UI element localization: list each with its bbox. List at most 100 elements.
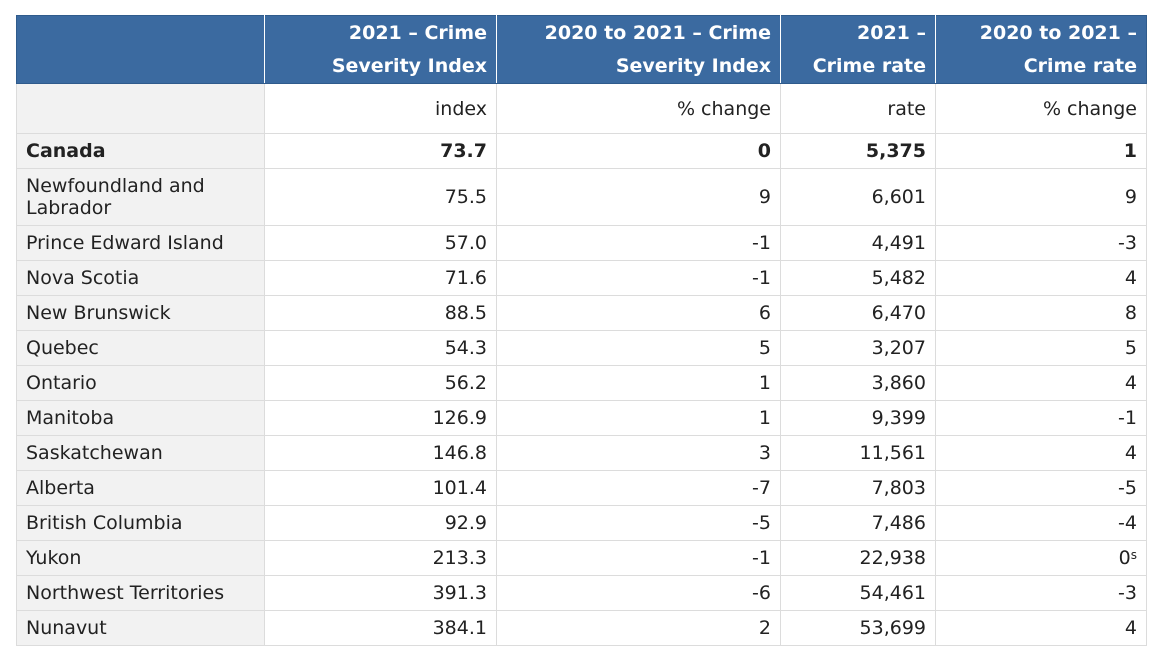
table-cell: 11,561 <box>780 435 936 471</box>
table-cell: -3 <box>935 575 1147 611</box>
table-cell: 7,486 <box>780 505 936 541</box>
table-cell: 213.3 <box>264 540 497 576</box>
table-row: New Brunswick 88.5 6 6,470 8 <box>16 295 1147 331</box>
table-cell: 75.5 <box>264 168 497 226</box>
unit-label: rate <box>780 83 936 134</box>
table-cell: 54.3 <box>264 330 497 366</box>
table-cell: 3,860 <box>780 365 936 401</box>
table-cell: 4,491 <box>780 225 936 261</box>
row-header: Yukon <box>16 540 265 576</box>
row-header: Canada <box>16 133 265 169</box>
row-header: New Brunswick <box>16 295 265 331</box>
table-cell: 1 <box>496 400 781 436</box>
table-cell-with-note: 0s <box>935 540 1147 576</box>
units-corner-cell <box>16 83 265 134</box>
table-cell: 53,699 <box>780 610 936 646</box>
table-row: Alberta 101.4 -7 7,803 -5 <box>16 470 1147 506</box>
table-cell: 5 <box>935 330 1147 366</box>
row-header: Nunavut <box>16 610 265 646</box>
table-cell: 9 <box>496 168 781 226</box>
table-cell: 8 <box>935 295 1147 331</box>
table-cell: -7 <box>496 470 781 506</box>
table-cell: 92.9 <box>264 505 497 541</box>
table-cell: 57.0 <box>264 225 497 261</box>
table-cell: 3 <box>496 435 781 471</box>
table-row: Newfoundland and Labrador 75.5 9 6,601 9 <box>16 168 1147 226</box>
table-cell: 4 <box>935 610 1147 646</box>
table-row: Prince Edward Island 57.0 -1 4,491 -3 <box>16 225 1147 261</box>
table-cell: 7,803 <box>780 470 936 506</box>
column-header-region <box>16 15 265 84</box>
row-header: Alberta <box>16 470 265 506</box>
table-cell: 9,399 <box>780 400 936 436</box>
row-header: Ontario <box>16 365 265 401</box>
table-cell: 4 <box>935 435 1147 471</box>
table-cell: 9 <box>935 168 1147 226</box>
table-cell: 88.5 <box>264 295 497 331</box>
table-cell: 54,461 <box>780 575 936 611</box>
table-row: Nova Scotia 71.6 -1 5,482 4 <box>16 260 1147 296</box>
table-row: Saskatchewan 146.8 3 11,561 4 <box>16 435 1147 471</box>
table-cell: -4 <box>935 505 1147 541</box>
table-cell: 4 <box>935 260 1147 296</box>
table-cell: -6 <box>496 575 781 611</box>
table-cell: 391.3 <box>264 575 497 611</box>
table-row: Manitoba 126.9 1 9,399 -1 <box>16 400 1147 436</box>
unit-label: % change <box>496 83 781 134</box>
row-header: Manitoba <box>16 400 265 436</box>
table-cell: -1 <box>496 225 781 261</box>
table-cell: 22,938 <box>780 540 936 576</box>
table-row: Nunavut 384.1 2 53,699 4 <box>16 610 1147 646</box>
table-cell: 3,207 <box>780 330 936 366</box>
table-cell: 56.2 <box>264 365 497 401</box>
table-cell: 6,601 <box>780 168 936 226</box>
table-cell: 384.1 <box>264 610 497 646</box>
table-cell: 0 <box>496 133 781 169</box>
table-cell: 5 <box>496 330 781 366</box>
table-row: Canada 73.7 0 5,375 1 <box>16 133 1147 169</box>
row-header: Quebec <box>16 330 265 366</box>
table-cell: 126.9 <box>264 400 497 436</box>
column-header-csi-2021: 2021 – Crime Severity Index <box>264 15 497 84</box>
crime-severity-table: 2021 – Crime Severity Index 2020 to 2021… <box>16 15 1147 646</box>
table-row: British Columbia 92.9 -5 7,486 -4 <box>16 505 1147 541</box>
units-row: index % change rate % change <box>16 83 1147 134</box>
table-cell: -1 <box>935 400 1147 436</box>
table-cell: -1 <box>496 260 781 296</box>
table-row: Quebec 54.3 5 3,207 5 <box>16 330 1147 366</box>
row-header: Saskatchewan <box>16 435 265 471</box>
table-cell: -5 <box>496 505 781 541</box>
row-header: Prince Edward Island <box>16 225 265 261</box>
table-cell: 1 <box>935 133 1147 169</box>
table-cell: -3 <box>935 225 1147 261</box>
table-cell: 2 <box>496 610 781 646</box>
column-header-crime-rate-2021: 2021 – Crime rate <box>780 15 936 84</box>
table-cell: 73.7 <box>264 133 497 169</box>
table-cell: -1 <box>496 540 781 576</box>
footnote-marker: s <box>1130 548 1137 562</box>
crime-table-container: 2021 – Crime Severity Index 2020 to 2021… <box>16 15 1147 646</box>
row-header: Northwest Territories <box>16 575 265 611</box>
table-cell: 101.4 <box>264 470 497 506</box>
row-header: Newfoundland and Labrador <box>16 168 265 226</box>
table-body: Canada 73.7 0 5,375 1 Newfoundland and L… <box>16 133 1147 646</box>
table-cell: 5,482 <box>780 260 936 296</box>
column-header-csi-change: 2020 to 2021 – Crime Severity Index <box>496 15 781 84</box>
table-row: Ontario 56.2 1 3,860 4 <box>16 365 1147 401</box>
row-header: Nova Scotia <box>16 260 265 296</box>
table-cell: 5,375 <box>780 133 936 169</box>
column-header-crime-rate-change: 2020 to 2021 – Crime rate <box>935 15 1147 84</box>
table-cell: 1 <box>496 365 781 401</box>
table-cell: 146.8 <box>264 435 497 471</box>
table-cell: 71.6 <box>264 260 497 296</box>
table-cell: 6,470 <box>780 295 936 331</box>
table-cell: 4 <box>935 365 1147 401</box>
cell-value: 0 <box>1118 547 1131 569</box>
column-header-row: 2021 – Crime Severity Index 2020 to 2021… <box>16 15 1147 84</box>
table-cell: 6 <box>496 295 781 331</box>
table-row: Northwest Territories 391.3 -6 54,461 -3 <box>16 575 1147 611</box>
row-header: British Columbia <box>16 505 265 541</box>
unit-label: index <box>264 83 497 134</box>
unit-label: % change <box>935 83 1147 134</box>
table-cell: -5 <box>935 470 1147 506</box>
